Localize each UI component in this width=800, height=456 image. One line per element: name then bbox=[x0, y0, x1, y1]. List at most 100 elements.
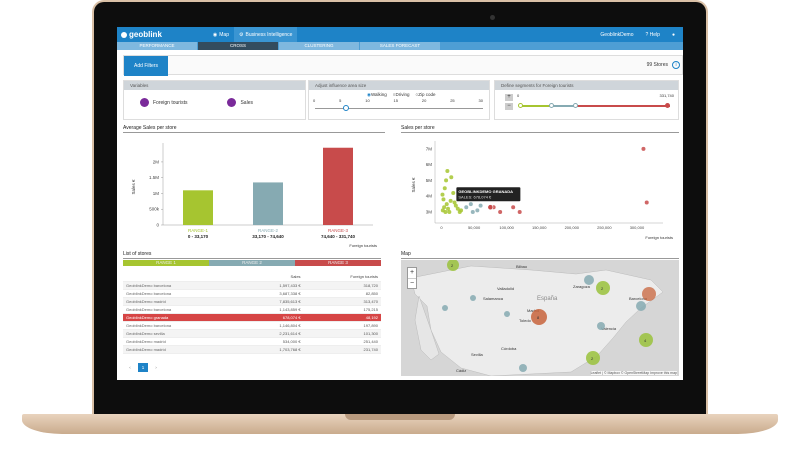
tourists-cell: 175,215 bbox=[303, 305, 381, 314]
table-body: GeoblinkDemo barcelona 1,597,433 €318,720… bbox=[123, 281, 381, 355]
col-sales[interactable]: Sales bbox=[240, 273, 304, 282]
tab-cross[interactable]: CROSS bbox=[198, 42, 278, 50]
map-marker[interactable] bbox=[470, 295, 476, 301]
city-label: Sevilla bbox=[471, 352, 484, 357]
y-tick-label: 6M bbox=[426, 162, 433, 167]
map-marker[interactable] bbox=[519, 364, 527, 372]
cash-icon bbox=[227, 98, 237, 107]
sales-cell: 1,703,768 € bbox=[240, 345, 304, 355]
laptop-base bbox=[22, 414, 778, 434]
scatter-point bbox=[470, 209, 475, 214]
mode-zip[interactable]: ○Zip code bbox=[416, 92, 436, 98]
mode-walking[interactable]: ◉Walking bbox=[367, 92, 387, 98]
laptop-notch bbox=[345, 414, 455, 420]
segment-handle[interactable] bbox=[518, 103, 523, 108]
next-page-button[interactable]: › bbox=[155, 365, 157, 370]
range-3-chip[interactable]: RANGE 3 bbox=[295, 260, 381, 266]
radio-off-icon: ○ bbox=[415, 92, 419, 97]
scatter-chart-title: Sales per store bbox=[401, 125, 679, 133]
table-row[interactable]: GeoblinkDemo barcelona 3,687,338 €82,850 bbox=[123, 289, 381, 298]
tab-sales-forecast[interactable]: SALES FORECAST bbox=[360, 42, 440, 50]
filters-bar: Add Filters 99 Stores i bbox=[123, 55, 683, 76]
segment-handle[interactable] bbox=[665, 103, 670, 108]
user-name[interactable]: GeoblinkDemo bbox=[600, 31, 634, 38]
col-foreign-tourists[interactable]: Foreign tourists bbox=[303, 273, 381, 282]
info-icon[interactable]: i bbox=[672, 61, 680, 69]
page-1-button[interactable]: 1 bbox=[138, 363, 148, 372]
x-tick-label: 0 bbox=[440, 225, 443, 230]
table-row[interactable]: GeoblinkDemo barcelona 1,597,433 €318,720 bbox=[123, 281, 381, 290]
help-link[interactable]: ? Help bbox=[646, 32, 660, 38]
scatter-point bbox=[468, 202, 473, 207]
tourists-cell: 101,300 bbox=[303, 329, 381, 339]
scatter-point bbox=[459, 208, 464, 213]
cluster-count: 2 bbox=[601, 286, 604, 291]
table-row[interactable]: GeoblinkDemo madrid 534,000 €251,440 bbox=[123, 337, 381, 347]
sales-cell: 1,143,859 € bbox=[240, 305, 304, 314]
add-filters-button[interactable]: Add Filters bbox=[124, 56, 168, 76]
pagination: ‹ 1 › bbox=[125, 363, 161, 372]
radio-on-icon: ◉ bbox=[367, 92, 371, 97]
city-label: Córdoba bbox=[501, 346, 517, 351]
y-axis-label: Sales € bbox=[131, 179, 136, 195]
map-attribution[interactable]: Leaflet | © Mapbox © OpenStreetMap Impro… bbox=[590, 371, 677, 375]
segment-handle[interactable] bbox=[573, 103, 578, 108]
table-row[interactable]: GeoblinkDemo madrid 1,703,768 €231,740 bbox=[123, 345, 381, 355]
table-row[interactable]: GeoblinkDemo madrid 7,835,613 €313,470 bbox=[123, 297, 381, 306]
map-cluster[interactable] bbox=[447, 260, 459, 271]
map-cluster[interactable] bbox=[584, 275, 594, 285]
tab-clustering[interactable]: CLUSTERING bbox=[279, 42, 359, 50]
zoom-out-button[interactable]: − bbox=[408, 278, 416, 287]
range-2-chip[interactable]: RANGE 2 bbox=[209, 260, 295, 266]
segments-panel: Define segments for Foreign tourists + −… bbox=[494, 80, 679, 120]
y-tick-label: 500k bbox=[149, 207, 160, 212]
user-icon[interactable]: ● bbox=[671, 31, 675, 38]
scatter-point bbox=[644, 200, 649, 205]
map-cluster[interactable] bbox=[596, 281, 610, 295]
scatter-point bbox=[451, 191, 456, 196]
segment-handle[interactable] bbox=[549, 103, 554, 108]
store-name-cell: GeoblinkDemo madrid bbox=[123, 297, 241, 306]
slider-handle[interactable] bbox=[343, 105, 349, 111]
map-marker[interactable] bbox=[504, 311, 510, 317]
variable-foreign-tourists[interactable]: Foreign tourists bbox=[153, 99, 188, 106]
tourists-cell: 318,720 bbox=[303, 281, 381, 290]
prev-page-button[interactable]: ‹ bbox=[129, 365, 131, 370]
map-cluster[interactable] bbox=[636, 301, 646, 311]
tab-performance[interactable]: PERFORMANCE bbox=[117, 42, 197, 50]
scatter-point bbox=[475, 208, 480, 213]
scatter-point bbox=[441, 197, 446, 202]
nav-business-intelligence[interactable]: ⚙ Business Intelligence bbox=[234, 27, 298, 42]
scatter-point bbox=[452, 200, 457, 205]
sales-cell: 1,146,804 € bbox=[240, 321, 304, 331]
nav-map[interactable]: ◉ Map bbox=[208, 27, 234, 42]
mode-walking-label: Walking bbox=[370, 92, 387, 97]
map-cluster[interactable] bbox=[531, 309, 547, 325]
tick: 15 bbox=[393, 98, 398, 103]
map-view[interactable]: Bilbao Barcelona Zaragoza Valladolid Sal… bbox=[401, 260, 679, 376]
range-1-chip[interactable]: RANGE 1 bbox=[123, 260, 209, 266]
variable-sales[interactable]: Sales bbox=[240, 99, 253, 106]
scatter-point bbox=[447, 209, 452, 214]
map-cluster[interactable] bbox=[597, 322, 605, 330]
x-axis-label: Foreign tourists bbox=[349, 243, 377, 248]
influence-slider[interactable] bbox=[315, 104, 483, 114]
map-cluster[interactable] bbox=[639, 333, 653, 347]
segment-remove-button[interactable]: − bbox=[505, 103, 513, 110]
mode-driving[interactable]: ○Driving bbox=[393, 92, 410, 98]
table-row[interactable]: GeoblinkDemo sevilla 2,231,614 €101,300 bbox=[123, 329, 381, 339]
scatter-point bbox=[478, 203, 483, 208]
table-row[interactable]: GeoblinkDemo barcelona 1,146,804 €197,890 bbox=[123, 321, 381, 331]
map-cluster[interactable] bbox=[586, 351, 600, 365]
table-row[interactable]: GeoblinkDemo granada 678,074 €48,192 bbox=[123, 313, 381, 323]
table-row[interactable]: GeoblinkDemo barcelona 1,143,859 €175,215 bbox=[123, 305, 381, 314]
brand-logo[interactable]: geoblink bbox=[121, 30, 162, 39]
zoom-in-button[interactable]: + bbox=[409, 269, 415, 276]
sales-cell: 2,231,614 € bbox=[240, 329, 304, 339]
segment-add-button[interactable]: + bbox=[505, 94, 513, 101]
store-name-cell: GeoblinkDemo barcelona bbox=[123, 281, 241, 290]
map-cluster[interactable] bbox=[642, 287, 656, 301]
camera bbox=[490, 15, 495, 20]
city-label: Bilbao bbox=[516, 264, 528, 269]
map-marker[interactable] bbox=[442, 305, 448, 311]
